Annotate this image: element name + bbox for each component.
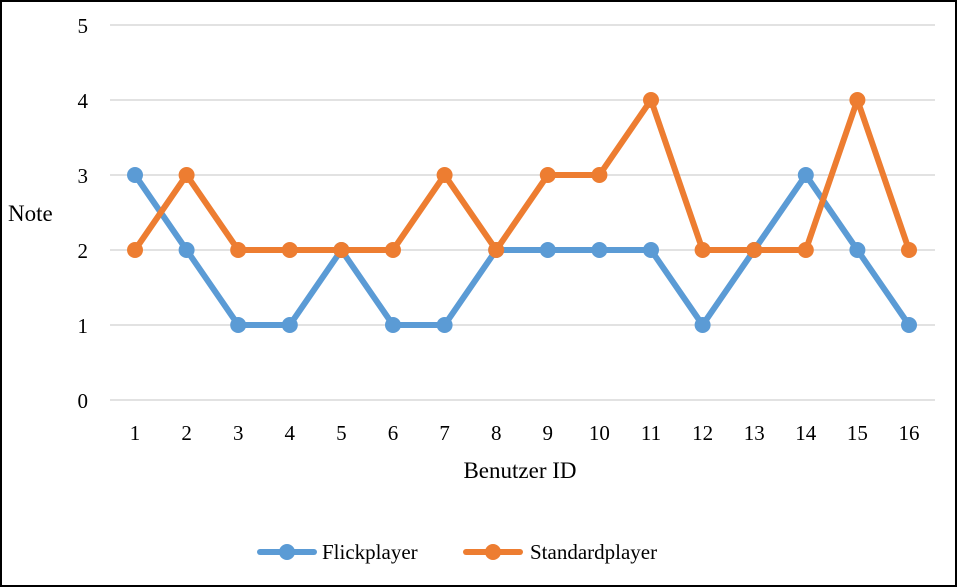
x-tick-label-3: 3 [233,421,244,445]
y-axis-title: Note [8,201,53,226]
y-tick-label-0: 0 [78,389,89,413]
y-tick-label-5: 5 [78,14,89,38]
data-point-flickplayer-3 [230,317,247,333]
data-point-flickplayer-7 [436,317,453,333]
legend-item-flickplayer: Flickplayer [257,540,418,564]
data-point-flickplayer-2 [178,242,195,258]
legend-item-standardplayer: Standardplayer [463,540,657,564]
y-tick-label-2: 2 [78,239,89,263]
series-standardplayer [127,92,917,258]
data-point-flickplayer-11 [643,242,659,258]
x-tick-label-14: 14 [795,421,817,445]
x-tick-label-6: 6 [388,421,399,445]
data-point-flickplayer-16 [901,317,917,333]
data-point-flickplayer-12 [694,317,711,333]
data-point-standardplayer-14 [797,242,814,258]
x-tick-labels: 1 2 3 4 5 6 7 8 9 10 11 12 13 14 15 16 [130,421,920,445]
data-point-standardplayer-7 [436,167,453,183]
data-point-flickplayer-15 [849,242,866,258]
x-tick-label-5: 5 [336,421,347,445]
series-lines [127,92,917,333]
data-point-standardplayer-15 [849,92,866,108]
data-point-standardplayer-8 [488,242,505,258]
legend: Flickplayer Standardplayer [257,540,657,564]
data-point-standardplayer-5 [333,242,350,258]
data-point-standardplayer-13 [746,242,763,258]
data-point-flickplayer-4 [281,317,298,333]
legend-label-flickplayer: Flickplayer [322,540,418,564]
y-tick-label-1: 1 [78,314,89,338]
legend-label-standardplayer: Standardplayer [530,540,657,564]
legend-swatch-marker-standardplayer [485,544,501,560]
data-point-flickplayer-14 [797,167,814,183]
x-tick-label-8: 8 [491,421,502,445]
data-point-flickplayer-10 [591,242,608,258]
data-point-flickplayer-1 [127,167,143,183]
data-point-standardplayer-3 [230,242,247,258]
x-tick-label-16: 16 [899,421,920,445]
x-tick-label-1: 1 [130,421,141,445]
data-point-standardplayer-11 [643,92,659,108]
x-tick-label-7: 7 [439,421,450,445]
y-tick-label-3: 3 [78,164,89,188]
x-tick-label-2: 2 [181,421,192,445]
data-point-standardplayer-12 [694,242,711,258]
x-axis-title: Benutzer ID [463,458,576,483]
y-tick-label-4: 4 [78,89,89,113]
data-point-flickplayer-9 [539,242,556,258]
data-point-standardplayer-4 [281,242,298,258]
data-point-standardplayer-9 [539,167,556,183]
x-tick-label-15: 15 [847,421,868,445]
series-line-flickplayer [132,172,912,328]
data-point-standardplayer-6 [385,242,401,258]
x-tick-label-11: 11 [641,421,661,445]
x-tick-label-9: 9 [543,421,554,445]
data-point-standardplayer-1 [127,242,143,258]
data-point-standardplayer-2 [178,167,195,183]
x-tick-label-12: 12 [692,421,713,445]
y-tick-labels: 0 1 2 3 4 5 [78,14,89,413]
data-point-flickplayer-6 [385,317,401,333]
x-tick-label-13: 13 [744,421,765,445]
series-line-standardplayer [132,97,912,253]
legend-swatch-marker-flickplayer [279,544,295,560]
x-tick-label-4: 4 [285,421,296,445]
data-point-standardplayer-16 [901,242,917,258]
data-point-standardplayer-10 [591,167,608,183]
x-tick-label-10: 10 [589,421,610,445]
